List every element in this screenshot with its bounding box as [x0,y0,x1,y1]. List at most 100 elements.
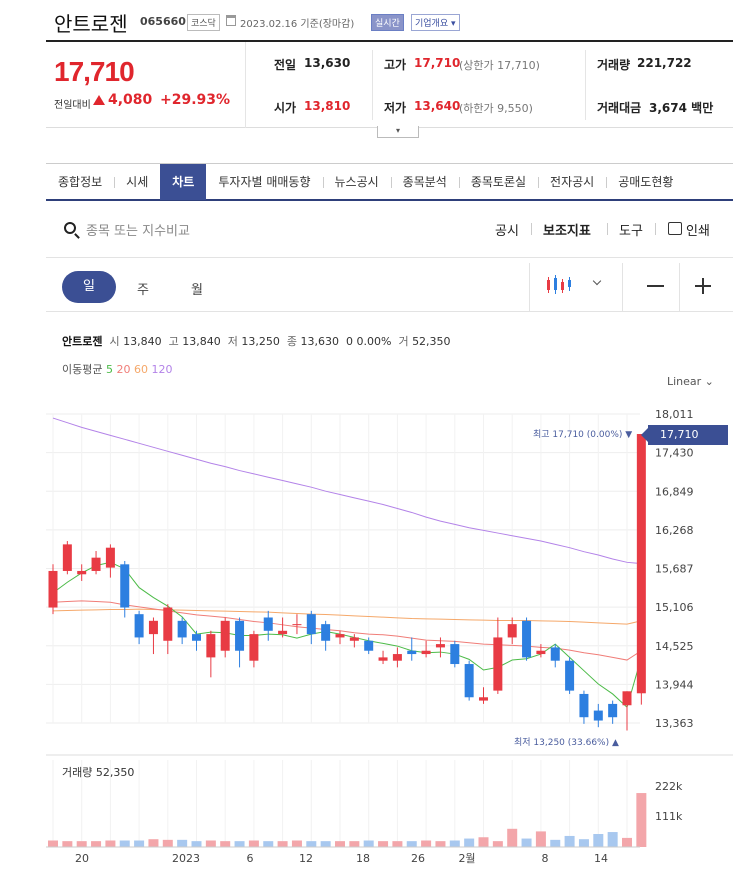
candle-body [608,703,618,718]
divider [607,223,608,235]
volume-tick-label: 222k [655,780,683,793]
period-row [46,262,733,312]
x-tick-label: 14 [594,852,608,865]
realtime-button[interactable]: 실시간 [371,14,404,31]
volume-bar [406,841,417,847]
volume-bar [550,839,561,847]
lower-limit: (하한가 9,550) [459,102,533,115]
volume-bar [148,839,159,847]
volume-bar [234,841,245,847]
tab-quote[interactable]: 시세 [114,164,160,200]
drawing-tool-button[interactable]: 도구 [619,224,643,239]
x-tick-label: 6 [247,852,254,865]
scale-select[interactable]: Linear ⌄ [667,375,714,388]
x-tick-label: 12 [299,852,313,865]
volume-bar [191,841,202,847]
chart-toolbar [46,210,733,258]
candle-body [62,544,72,571]
x-tick-label: 2023 [172,852,200,865]
ma20-legend: 20 [116,363,131,376]
volume-bar [48,840,58,847]
volume-bar [421,840,432,847]
y-tick-label: 14,525 [655,640,694,653]
base-date: 2023.02.16 기준(장마감) [240,19,355,30]
candle-body [479,697,488,701]
volume-bar [349,841,360,847]
expand-toggle-button[interactable]: ▾ [377,126,419,138]
candle-body [392,654,402,661]
price-chart[interactable]: 18,011 17,430 16,849 16,268 15,687 15,106 14,5… [0,395,733,880]
info-volume-key: 거 [398,335,409,348]
open-value: 13,810 [304,99,351,113]
info-change: 0 0.00% [345,335,392,348]
price-main [46,42,246,128]
volume-bar [636,793,647,847]
candle-body [292,624,302,626]
volume-bar [177,839,188,847]
corp-info-label: 기업개요 [415,19,449,29]
info-close-key: 종 [286,335,297,348]
tab-short-selling[interactable]: 공매도현황 [606,164,685,200]
volume-bar [205,840,216,847]
tab-disclosure[interactable]: 전자공시 [538,164,606,200]
ma60-legend: 60 [133,363,148,376]
notice-button[interactable]: 공시 [495,224,519,239]
zoom-out-button[interactable] [647,285,664,287]
candle-body [105,547,115,568]
x-tick-label: 20 [75,852,89,865]
period-month-button[interactable]: 월 [191,283,203,298]
volume-bar [435,841,446,847]
volume-bar [535,831,546,847]
info-close-value: 13,630 [300,335,339,348]
candle-body [220,620,230,651]
y-tick-label: 18,011 [655,408,694,421]
candle-body [48,570,58,608]
period-week-button[interactable]: 주 [137,283,149,298]
volume-bar [105,840,116,847]
tab-news[interactable]: 뉴스공시 [322,164,391,200]
candle-body [163,607,173,641]
last-price-badge: 17,710 [641,425,728,445]
y-tick-label: 15,687 [655,563,694,576]
candle-body [579,693,589,718]
change-percent: +29.93% [160,92,231,108]
volume-bar [593,834,604,847]
candle-body [278,630,288,635]
candle-body [565,660,575,691]
ma5-legend: 5 [105,363,113,376]
candlestick-type-icon[interactable] [546,274,574,296]
volume-bar [492,841,503,847]
tab-chart[interactable]: 차트 [160,164,207,200]
info-open-value: 13,840 [123,335,162,348]
print-icon[interactable] [668,222,682,235]
amount-unit: 백만 [691,101,714,115]
candle-body [593,710,603,721]
candle-body [91,557,101,571]
ma120-line [52,417,642,565]
corp-info-button[interactable]: 기업개요 ▾ [411,14,460,31]
volume-bar [248,840,259,847]
market-badge: 코스닥 [187,14,220,31]
volume-bar [277,841,288,847]
period-day-button[interactable]: 일 [62,271,116,303]
x-tick-label: 18 [356,852,370,865]
y-tick-label: 13,944 [655,678,694,691]
print-button[interactable]: 인쇄 [686,224,710,239]
tab-overview[interactable]: 종합정보 [58,175,103,189]
high-label: 고가 [384,58,407,72]
tab-analysis[interactable]: 종목분석 [390,164,459,200]
volume-bar [335,841,345,847]
candle-body [507,624,517,638]
volume-label: 거래량 [597,58,631,72]
indicator-button[interactable]: 보조지표 [543,224,591,239]
main-tabs: 종합정보 시세 차트 투자자별 매매동향 뉴스공시 종목분석 종목토론실 전자공… [46,163,733,201]
candle-body [321,624,331,641]
volume-chart-label: 거래량 52,350 [62,766,135,779]
tab-forum[interactable]: 종목토론실 [458,164,538,200]
y-tick-label: 17,430 [655,447,694,460]
candle-body [522,620,532,658]
search-input[interactable]: 종목 또는 지수비교 [86,224,190,239]
candle-body [421,650,431,655]
info-open-key: 시 [109,335,120,348]
tab-investor[interactable]: 투자자별 매매동향 [218,175,311,189]
